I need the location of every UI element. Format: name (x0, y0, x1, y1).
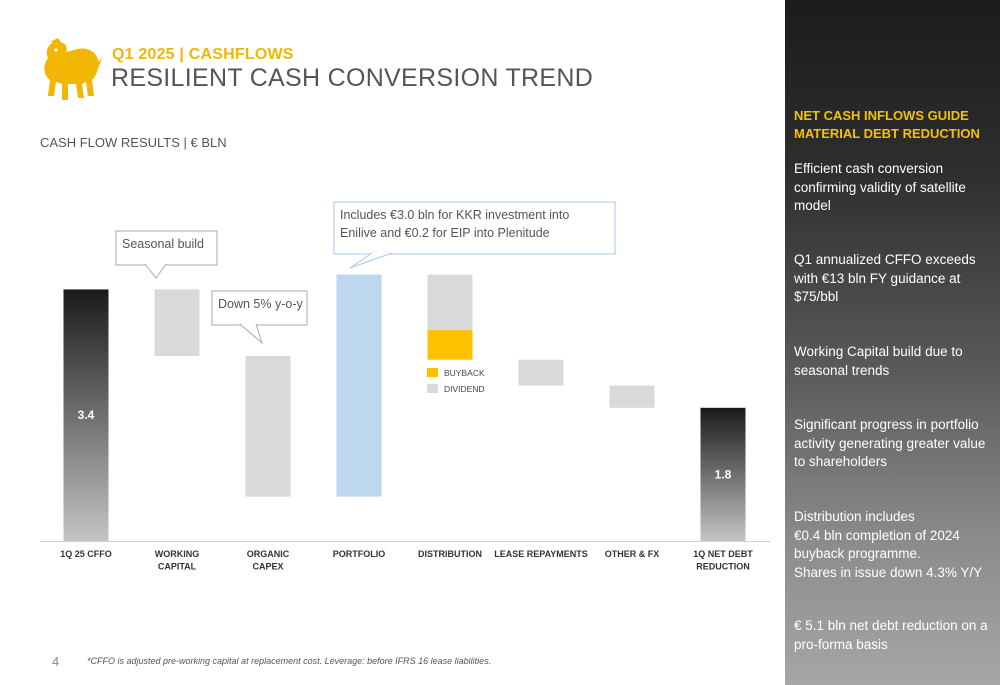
bar (154, 289, 200, 356)
tick-label: PORTFOLIO (333, 549, 386, 559)
bar (63, 289, 109, 541)
page-title: RESILIENT CASH CONVERSION TREND (111, 64, 594, 92)
chart-subtitle: CASH FLOW RESULTS | € BLN (40, 135, 227, 150)
tick-label: REDUCTION (696, 562, 750, 572)
page-number: 4 (52, 654, 60, 669)
sidebar-point: Significant progress in portfolio activi… (794, 417, 986, 469)
data-label: 3.4 (78, 408, 95, 422)
callout-portfolio-text: Enilive and €0.2 for EIP into Plenitude (340, 226, 550, 240)
callout-capex-text: Down 5% y-o-y (218, 297, 303, 311)
sidebar-point: Q1 annualized CFFO exceeds with €13 bln … (794, 252, 976, 304)
sidebar-heading: NET CASH INFLOWS GUIDE MATERIAL DEBT RED… (794, 108, 980, 141)
callout-seasonal-pointer (144, 263, 167, 279)
callout-portfolio-box (333, 201, 616, 255)
sidebar-point: € 5.1 bln net debt reduction on a pro-fo… (794, 618, 988, 652)
callout-portfolio-pointer (349, 252, 393, 269)
sidebar-point: Distribution includes €0.4 bln completio… (794, 509, 983, 580)
sidebar-point: Efficient cash conversion confirming val… (794, 161, 966, 213)
six-legged-dog-logo (44, 38, 102, 100)
legend-label: DIVIDEND (444, 384, 485, 394)
bar (700, 407, 746, 541)
bar (336, 274, 382, 497)
legend-swatch (427, 384, 438, 393)
tick-label: WORKING (155, 549, 200, 559)
tick-label: CAPITAL (158, 562, 197, 572)
footnote: *CFFO is adjusted pre-working capital at… (87, 656, 492, 666)
bar-segment-buyback (427, 330, 473, 360)
tick-label: 1Q 25 CFFO (60, 549, 112, 559)
tick-label: DISTRIBUTION (418, 549, 482, 559)
tick-label: LEASE REPAYMENTS (494, 549, 588, 559)
bar (609, 385, 655, 408)
tick-label: CAPEX (252, 562, 283, 572)
sidebar-point: Working Capital build due to seasonal tr… (794, 344, 963, 378)
legend-swatch (427, 368, 438, 377)
sidebar-panel: NET CASH INFLOWS GUIDE MATERIAL DEBT RED… (785, 0, 1000, 685)
callout-capex-box (211, 290, 308, 326)
tick-label: 1Q NET DEBT (693, 549, 753, 559)
callout-seasonal-box (115, 230, 218, 266)
tick-label: OTHER & FX (605, 549, 660, 559)
tick-label: ORGANIC (247, 549, 290, 559)
callout-portfolio-text: Includes €3.0 bln for KKR investment int… (340, 208, 569, 222)
bar (518, 359, 564, 386)
bar (245, 356, 291, 497)
callout-seasonal-text: Seasonal build (122, 237, 204, 251)
callout-capex-pointer (239, 323, 264, 345)
bar-segment-dividend (427, 274, 473, 331)
legend-label: BUYBACK (444, 368, 485, 378)
data-label: 1.8 (715, 467, 732, 481)
section-eyebrow: Q1 2025 | CASHFLOWS (112, 46, 294, 63)
waterfall-chart: 3.4 1.8 1Q 25 CFFO WORKING CAPITAL ORGANIC CAP… (40, 201, 770, 572)
